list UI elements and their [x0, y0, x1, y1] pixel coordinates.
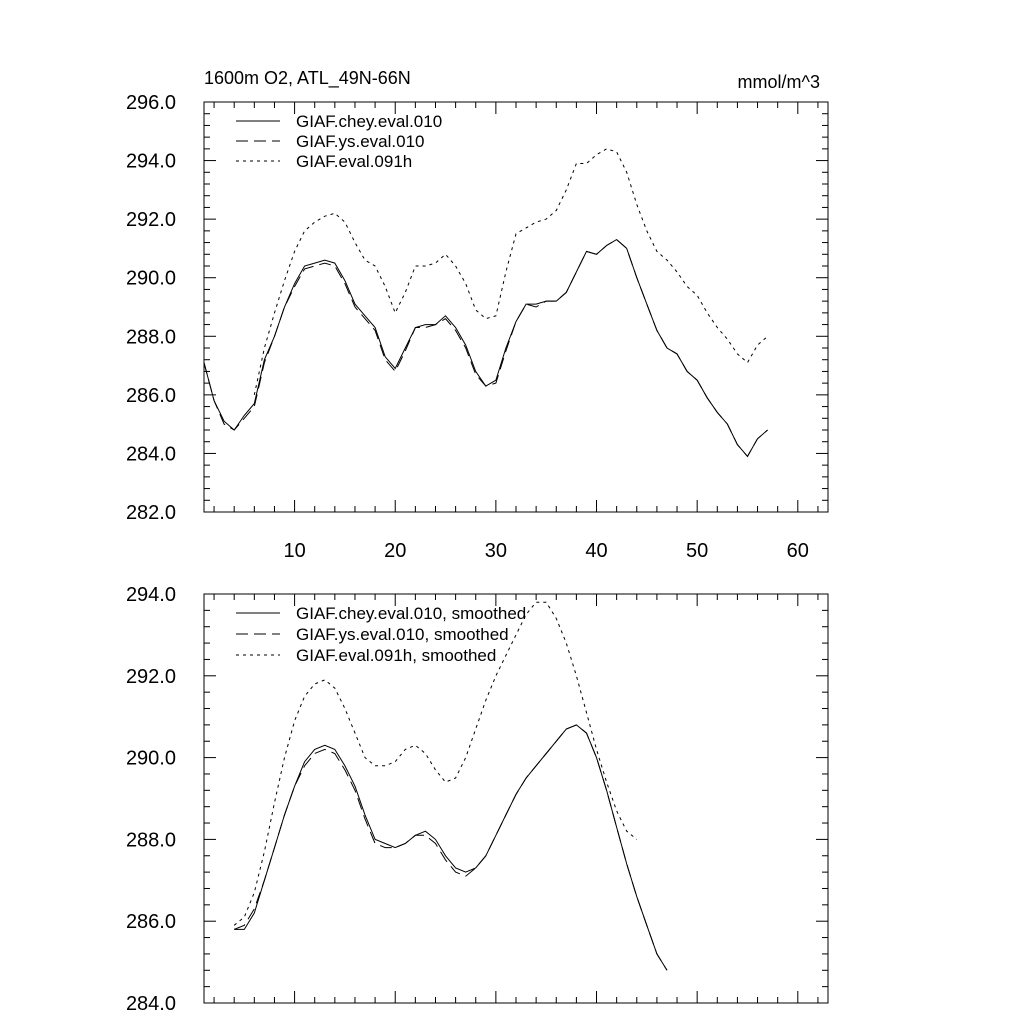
series-line-2	[234, 724, 668, 971]
series-line-1	[234, 724, 668, 971]
y-tick-label: 288.0	[126, 326, 176, 348]
y-tick-label: 282.0	[126, 502, 176, 524]
y-tick-label: 292.0	[126, 666, 176, 688]
top-panel: 282.0 284.0 286.0 288.0 290.0 292.0 294.0 296.0…	[126, 68, 829, 562]
x-tick-label: 30	[485, 540, 507, 562]
legend-label-3: GIAF.eval.091h	[296, 152, 412, 171]
x-tick-label: 10	[283, 540, 305, 562]
y-tick-label: 288.0	[126, 829, 176, 851]
chart-title: 1600m O2, ATL_49N-66N	[204, 68, 411, 89]
legend-label-1: GIAF.chey.eval.010, smoothed	[296, 604, 526, 623]
legend-label-1: GIAF.chey.eval.010	[296, 112, 442, 131]
y-tick-label: 290.0	[126, 268, 176, 290]
x-tick-label: 40	[585, 540, 607, 562]
bottom-panel: 284.0 286.0 288.0 290.0 292.0 294.0 GIAF.chey.…	[126, 584, 829, 1015]
series-line-3	[233, 601, 638, 926]
legend-label-3: GIAF.eval.091h, smoothed	[296, 646, 496, 665]
y-tick-label: 284.0	[126, 993, 176, 1015]
y-tick-label: 286.0	[126, 911, 176, 933]
x-tick-label: 20	[384, 540, 406, 562]
y-tick-label: 292.0	[126, 209, 176, 231]
y-tick-label: 294.0	[126, 584, 176, 606]
series-line-1	[203, 238, 768, 458]
legend-label-2: GIAF.ys.eval.010, smoothed	[296, 625, 509, 644]
y-tick-label: 286.0	[126, 385, 176, 407]
y-tick-label: 294.0	[126, 151, 176, 173]
y-tick-label: 284.0	[126, 443, 176, 465]
x-tick-label: 50	[686, 540, 708, 562]
y-tick-label: 290.0	[126, 748, 176, 770]
series-line-3	[253, 148, 768, 396]
units-label: mmol/m^3	[738, 72, 820, 92]
y-tick-label: 296.0	[126, 92, 176, 114]
x-tick-label: 60	[787, 540, 809, 562]
series-line-2	[203, 238, 768, 458]
legend-label-2: GIAF.ys.eval.010	[296, 132, 425, 151]
